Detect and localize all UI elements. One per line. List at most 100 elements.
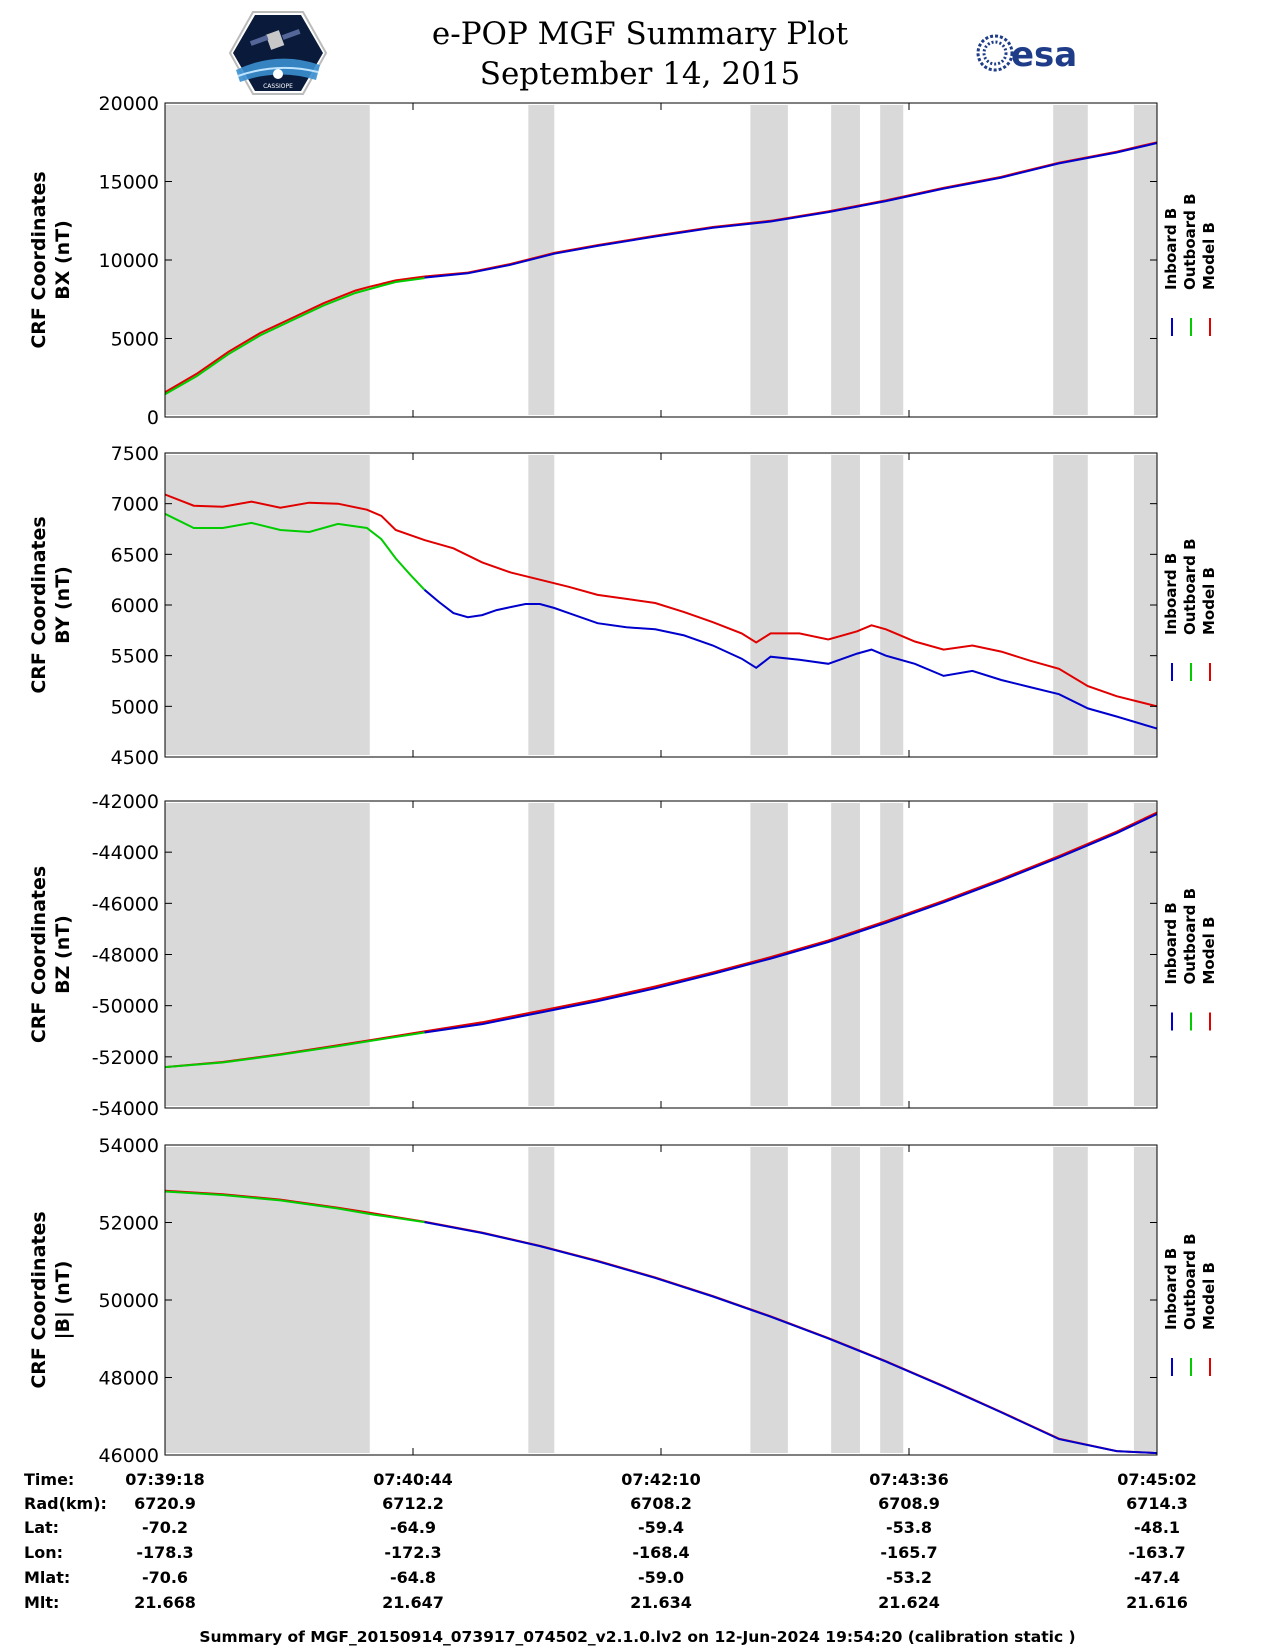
ephemeris-label: Mlt:	[24, 1593, 60, 1612]
gap-shade-4	[831, 455, 860, 755]
panel-2: 4500 5000 5500 6000 6500 7000 7500 CRF Coordina…	[28, 443, 1218, 769]
legend-label-inboard-b: Inboard B	[1162, 902, 1180, 984]
series-inboard-b	[423, 589, 1158, 730]
legend-label-outboard-b: Outboard B	[1181, 1233, 1199, 1330]
y-axis-label-line2: BZ (nT)	[52, 915, 74, 994]
ephemeris-value: 21.634	[630, 1593, 692, 1612]
ephemeris-value: -70.2	[141, 1518, 189, 1537]
gap-shade-1	[165, 105, 370, 415]
ephemeris-value: -165.7	[880, 1543, 938, 1562]
gap-shade-7	[1133, 803, 1157, 1106]
ephemeris-label: Lat:	[24, 1518, 60, 1537]
y-tick-label: 48000	[99, 1368, 159, 1390]
gap-shade-4	[831, 1147, 860, 1453]
gap-shade-5	[880, 803, 904, 1106]
ephemeris-label: Mlat:	[24, 1568, 71, 1587]
y-tick-label: 4500	[111, 747, 159, 769]
ephemeris-value: -47.4	[1133, 1568, 1181, 1587]
y-axis-label-line1: CRF Coordinates	[28, 866, 50, 1043]
footer-summary: Summary of MGF_20150914_073917_074502_v2…	[199, 1628, 1076, 1646]
ephemeris-value: 07:39:18	[125, 1470, 205, 1489]
ephemeris-value: -59.4	[637, 1518, 685, 1537]
ephemeris-value: -53.8	[885, 1518, 933, 1537]
y-tick-label: 50000	[99, 1290, 159, 1312]
y-tick-label: -50000	[92, 996, 159, 1018]
panel-1: 0 5000 10000 15000 20000 CRF Coordinates BX (n…	[28, 93, 1218, 429]
y-tick-label: 5000	[111, 696, 159, 718]
gap-shade-2	[528, 803, 555, 1106]
y-tick-label: 54000	[99, 1135, 159, 1157]
legend-label-outboard-b: Outboard B	[1181, 888, 1199, 985]
series-inboard-b	[424, 142, 1158, 279]
ephemeris-value: -64.8	[389, 1568, 437, 1587]
gap-shade-1	[165, 803, 370, 1106]
series-inboard-b	[424, 1221, 1158, 1455]
y-tick-label: 6000	[111, 595, 159, 617]
ephemeris-value: -178.3	[136, 1543, 194, 1562]
series-inboard-b	[424, 813, 1158, 1034]
ephemeris-value: -59.0	[637, 1568, 685, 1587]
y-tick-label: -46000	[92, 893, 159, 915]
legend-label-model-b: Model B	[1200, 1262, 1218, 1330]
gap-shade-7	[1133, 1147, 1157, 1453]
series-model-b	[164, 493, 1158, 708]
y-tick-label: 5500	[111, 646, 159, 668]
ephemeris-value: 21.668	[134, 1593, 196, 1612]
y-tick-label: -44000	[92, 842, 159, 864]
gap-shade-3	[750, 105, 788, 415]
series-outboard-b	[164, 1031, 425, 1069]
panel-4: 46000 48000 50000 52000 54000 CRF Coordinates…	[28, 1135, 1218, 1467]
ephemeris-value: 07:40:44	[373, 1470, 453, 1489]
gap-shade-2	[528, 1147, 555, 1453]
gap-shade-5	[880, 1147, 904, 1453]
plot-title: e-POP MGF Summary Plot	[431, 16, 849, 52]
gap-shade-3	[750, 1147, 788, 1453]
gap-shade-6	[1053, 105, 1088, 415]
y-axis-label: CRF Coordinates BX (nT)	[28, 171, 74, 348]
gap-shade-4	[831, 803, 860, 1106]
ephemeris-value: 6720.9	[134, 1494, 196, 1513]
ephemeris-label: Rad(km):	[24, 1494, 107, 1513]
y-tick-label: 46000	[99, 1445, 159, 1467]
legend-label-inboard-b: Inboard B	[1162, 553, 1180, 635]
y-axis-label: CRF Coordinates BZ (nT)	[28, 866, 74, 1043]
series-outboard-b	[164, 277, 425, 396]
gap-shade-1	[165, 455, 370, 755]
ephemeris-value: 6712.2	[382, 1494, 444, 1513]
ephemeris-label: Time:	[24, 1470, 75, 1489]
series-outboard-b	[164, 512, 426, 591]
title-block: e-POP MGF Summary Plot September 14, 201…	[340, 14, 940, 94]
ephemeris-value: 07:42:10	[621, 1470, 701, 1489]
ephemeris-value: -48.1	[1133, 1518, 1181, 1537]
ephemeris-value: 6708.2	[630, 1494, 692, 1513]
y-tick-label: 7500	[111, 443, 159, 465]
y-tick-label: -52000	[92, 1047, 159, 1069]
y-axis-label: CRF Coordinates BY (nT)	[28, 516, 74, 693]
y-axis-label-line2: |B| (nT)	[52, 1261, 74, 1340]
ephemeris-value: -172.3	[384, 1543, 442, 1562]
y-tick-label: 15000	[99, 172, 159, 194]
legend-label-model-b: Model B	[1200, 917, 1218, 985]
ephemeris-value: 21.624	[878, 1593, 940, 1612]
y-axis-label: CRF Coordinates |B| (nT)	[28, 1211, 74, 1388]
legend-label-model-b: Model B	[1200, 222, 1218, 290]
y-axis-label-line1: CRF Coordinates	[28, 1211, 50, 1388]
ephemeris-value: 07:43:36	[869, 1470, 949, 1489]
y-tick-label: -48000	[92, 945, 159, 967]
ephemeris-value: -168.4	[632, 1543, 690, 1562]
y-tick-label: 10000	[99, 250, 159, 272]
series-outboard-b	[164, 1190, 425, 1224]
gap-shade-6	[1053, 455, 1088, 755]
y-tick-label: 7000	[111, 494, 159, 516]
ephemeris-value: -64.9	[389, 1518, 437, 1537]
gap-shade-3	[750, 455, 788, 755]
y-tick-label: 6500	[111, 544, 159, 566]
y-axis-label-line1: CRF Coordinates	[28, 171, 50, 348]
y-tick-label: -42000	[92, 791, 159, 813]
y-tick-label: 20000	[99, 93, 159, 115]
esa-logo-text: esa	[1011, 35, 1077, 75]
legend-label-outboard-b: Outboard B	[1181, 538, 1199, 635]
plot-date: September 14, 2015	[479, 56, 801, 92]
y-axis-label-line1: CRF Coordinates	[28, 516, 50, 693]
y-axis-label-line2: BX (nT)	[52, 220, 74, 300]
